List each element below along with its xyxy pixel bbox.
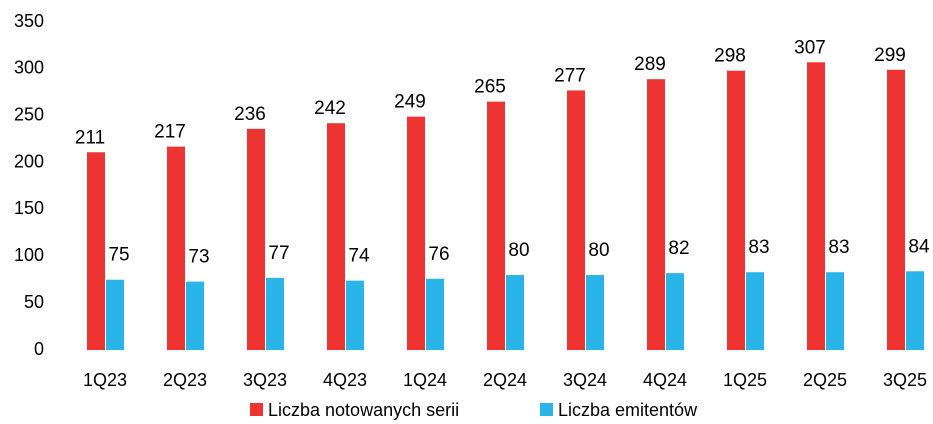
- value-label: 211: [75, 127, 105, 148]
- bar: [906, 271, 924, 350]
- value-label: 217: [154, 122, 186, 143]
- bar: [567, 90, 585, 350]
- value-label: 83: [748, 237, 769, 258]
- legend-swatch: [540, 403, 553, 416]
- x-tick-label: 2Q24: [483, 370, 527, 390]
- x-tick-label: 3Q24: [563, 370, 607, 390]
- bar: [346, 280, 364, 350]
- value-label: 298: [714, 46, 746, 67]
- bar: [727, 70, 745, 350]
- bar: [647, 79, 665, 350]
- value-label: 80: [508, 240, 529, 261]
- bar: [327, 123, 345, 350]
- y-tick-label: 350: [14, 11, 44, 31]
- bar: [826, 272, 844, 350]
- bar: [746, 272, 764, 350]
- bar: [106, 279, 124, 350]
- value-label: 265: [474, 77, 506, 98]
- x-tick-label: 1Q24: [403, 370, 447, 390]
- value-label: 80: [588, 240, 609, 261]
- bar: [887, 69, 905, 351]
- value-label: 82: [668, 238, 689, 259]
- value-label: 74: [348, 246, 370, 267]
- y-tick-label: 100: [14, 245, 44, 265]
- x-tick-label: 1Q23: [83, 370, 127, 390]
- bar: [266, 277, 284, 350]
- bar: [407, 116, 425, 350]
- bar: [487, 101, 505, 351]
- legend-label: Liczba emitentów: [558, 400, 698, 420]
- bar: [87, 152, 105, 350]
- value-label: 77: [268, 243, 289, 264]
- value-label: 236: [234, 104, 266, 125]
- bar: [426, 278, 444, 350]
- x-tick-label: 3Q23: [243, 370, 287, 390]
- value-label: 307: [794, 37, 826, 58]
- value-label: 76: [428, 244, 449, 265]
- bar: [186, 281, 204, 350]
- x-tick-label: 3Q25: [883, 370, 927, 390]
- bar: [247, 128, 265, 350]
- value-label: 299: [874, 45, 906, 66]
- y-tick-label: 50: [24, 292, 44, 312]
- x-tick-label: 4Q24: [643, 370, 687, 390]
- y-tick-label: 200: [14, 151, 44, 171]
- legend-label: Liczba notowanych serii: [268, 400, 459, 420]
- value-label: 73: [188, 247, 209, 268]
- legend-swatch: [250, 403, 263, 416]
- value-label: 242: [314, 98, 346, 119]
- value-label: 289: [634, 54, 666, 75]
- y-tick-label: 250: [14, 104, 44, 124]
- x-tick-label: 4Q23: [323, 370, 367, 390]
- y-tick-label: 0: [34, 339, 44, 359]
- y-tick-label: 300: [14, 58, 44, 78]
- bar: [506, 275, 524, 350]
- value-label: 83: [828, 237, 849, 258]
- x-tick-label: 2Q25: [803, 370, 847, 390]
- bar: [807, 62, 825, 350]
- value-label: 249: [394, 92, 426, 113]
- value-label: 277: [554, 65, 586, 86]
- value-label: 75: [108, 245, 129, 266]
- y-tick-label: 150: [14, 198, 44, 218]
- x-tick-label: 1Q25: [723, 370, 767, 390]
- value-label: 84: [908, 236, 930, 257]
- bar: [666, 273, 684, 350]
- bar: [586, 275, 604, 350]
- bar: [167, 146, 185, 350]
- x-tick-label: 2Q23: [163, 370, 207, 390]
